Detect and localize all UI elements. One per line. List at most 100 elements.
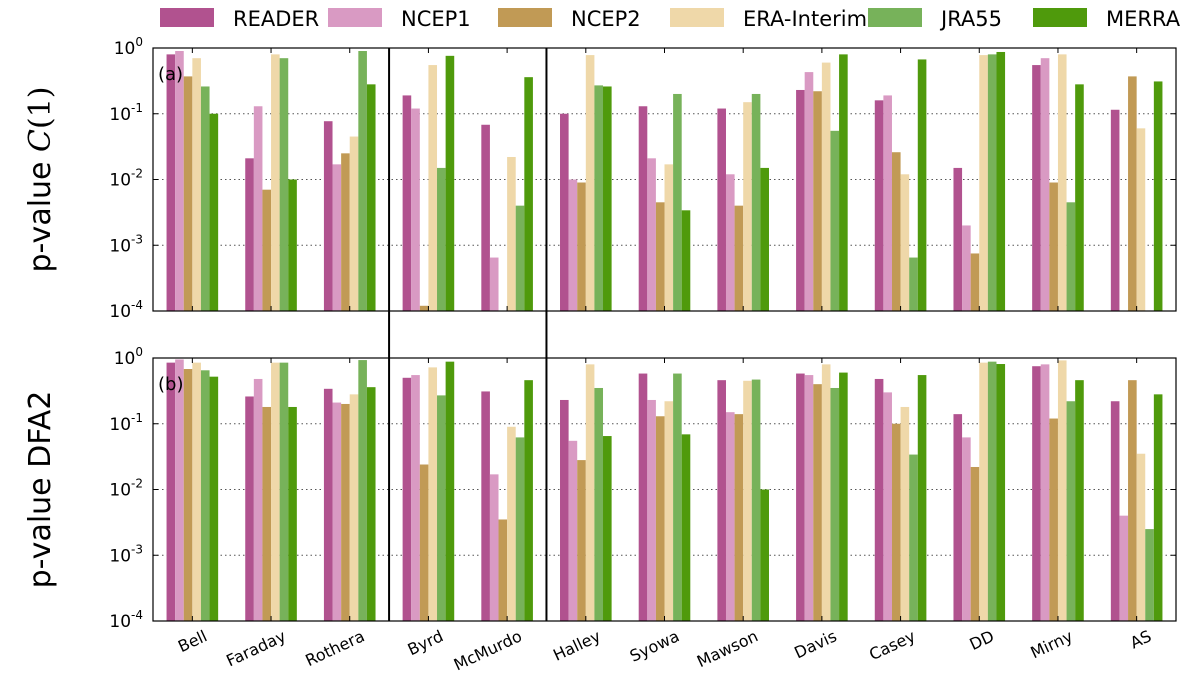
bar-mirny-reader — [1032, 366, 1041, 621]
bar-mcmurdo-merra — [524, 77, 533, 311]
bar-davis-ncep1 — [804, 375, 814, 621]
bar-mawson-era-interim — [743, 102, 752, 311]
bar-casey-jra55 — [909, 257, 918, 311]
legend-label: NCEP1 — [401, 7, 471, 31]
x-tick-label-bell: Bell — [175, 626, 210, 656]
bar-mirny-ncep2 — [1049, 418, 1058, 621]
bar-halley-merra — [603, 86, 612, 311]
legend-item-era-interim: ERA-Interim — [670, 7, 867, 31]
bar-bell-ncep1 — [175, 359, 184, 621]
bar-mcmurdo-ncep1 — [489, 474, 499, 621]
bar-as-era-interim — [1136, 453, 1146, 621]
legend-swatch — [670, 8, 724, 27]
x-tick-label-dd: DD — [967, 626, 997, 654]
legend-item-merra: MERRA — [1033, 7, 1181, 31]
bar-byrd-jra55 — [437, 395, 446, 621]
legend-item-jra55: JRA55 — [868, 7, 1002, 31]
legend-label: JRA55 — [939, 7, 1002, 31]
bar-rothera-ncep1 — [332, 402, 342, 621]
x-tick-label-faraday: Faraday — [223, 626, 288, 670]
bar-faraday-ncep2 — [262, 406, 272, 621]
bar-bell-jra55 — [200, 86, 210, 311]
bar-halley-reader — [560, 399, 569, 621]
bar-as-jra55 — [1145, 529, 1154, 621]
bar-halley-reader — [560, 113, 569, 311]
bar-mawson-reader — [717, 108, 726, 311]
bar-bell-jra55 — [200, 370, 210, 621]
y-tick-label: 10-3 — [109, 542, 143, 566]
bar-mirny-merra — [1075, 84, 1084, 311]
bar-syowa-jra55 — [673, 373, 682, 621]
bar-dd-jra55 — [987, 361, 997, 621]
bar-davis-reader — [796, 89, 805, 311]
bar-syowa-ncep1 — [647, 399, 656, 621]
bar-halley-era-interim — [585, 364, 595, 621]
y-tick-label: 10-1 — [109, 101, 143, 125]
bar-mirny-era-interim — [1057, 360, 1067, 621]
bar-dd-merra — [996, 364, 1006, 621]
y-tick-label: 10-3 — [109, 232, 143, 256]
y-axis-label: p-value DFA2 — [23, 391, 58, 589]
x-tick-label-mcmurdo: McMurdo — [451, 626, 525, 674]
x-tick-label-davis: Davis — [791, 626, 839, 662]
bar-dd-jra55 — [987, 54, 997, 312]
bar-dd-merra — [996, 51, 1006, 311]
bar-syowa-reader — [638, 106, 648, 311]
bar-halley-merra — [603, 436, 612, 621]
bar-halley-ncep2 — [577, 182, 586, 311]
panel-b: 10-4 10-3 10-2 10-1 100 (b) p-value DFA2 — [23, 345, 1177, 632]
bar-syowa-ncep2 — [655, 416, 665, 621]
bar-faraday-ncep1 — [253, 106, 263, 311]
bar-mawson-reader — [717, 380, 726, 621]
bar-mawson-merra — [760, 167, 769, 311]
bar-byrd-ncep2 — [419, 464, 429, 621]
bar-mawson-era-interim — [743, 380, 752, 621]
bar-bell-merra — [209, 113, 219, 311]
bar-casey-reader — [874, 100, 884, 311]
bar-mcmurdo-ncep2 — [498, 519, 508, 621]
bar-halley-era-interim — [585, 55, 595, 312]
bar-dd-reader — [953, 167, 963, 311]
bar-bell-reader — [166, 54, 176, 312]
bar-rothera-jra55 — [358, 360, 367, 621]
bar-mirny-jra55 — [1066, 401, 1076, 621]
bar-casey-era-interim — [900, 174, 910, 311]
bar-byrd-merra — [445, 361, 455, 621]
bar-faraday-reader — [245, 158, 254, 311]
bar-faraday-jra55 — [279, 362, 289, 621]
bar-syowa-jra55 — [673, 93, 682, 312]
bar-mcmurdo-reader — [481, 391, 490, 621]
panel-a: 10-4 10-3 10-2 10-1 100 (a) p-value C(1) — [23, 35, 1177, 322]
bar-davis-jra55 — [830, 387, 840, 621]
bar-syowa-reader — [638, 373, 648, 621]
bar-casey-ncep2 — [891, 152, 901, 311]
panel-tag: (a) — [158, 64, 183, 85]
bar-as-ncep2 — [1128, 76, 1137, 311]
y-tick-label: 100 — [114, 345, 143, 369]
bar-as-ncep1 — [1119, 515, 1129, 621]
bar-rothera-ncep2 — [341, 403, 350, 621]
bar-halley-ncep2 — [577, 460, 586, 621]
bar-byrd-reader — [402, 95, 412, 311]
legend-item-ncep2: NCEP2 — [498, 7, 641, 31]
bar-rothera-ncep2 — [341, 153, 350, 311]
bar-bell-reader — [166, 362, 176, 621]
bar-mcmurdo-jra55 — [515, 205, 525, 311]
bar-dd-ncep1 — [962, 225, 971, 311]
bar-mcmurdo-reader — [481, 124, 490, 311]
x-tick-label-mawson: Mawson — [694, 626, 761, 671]
bar-dd-reader — [953, 414, 963, 621]
bar-casey-era-interim — [900, 406, 910, 621]
bar-mcmurdo-merra — [524, 380, 533, 621]
bar-mawson-merra — [760, 489, 769, 621]
legend-item-reader: READER — [160, 7, 319, 31]
panel-frame — [152, 47, 1177, 312]
bar-rothera-era-interim — [349, 394, 359, 621]
y-tick-label: 10-4 — [109, 298, 143, 322]
legend-label: ERA-Interim — [743, 7, 867, 31]
bar-byrd-era-interim — [428, 65, 438, 311]
bar-as-merra — [1153, 394, 1163, 621]
bar-syowa-merra — [681, 210, 691, 311]
bar-syowa-era-interim — [664, 164, 674, 311]
bar-davis-era-interim — [821, 62, 831, 312]
